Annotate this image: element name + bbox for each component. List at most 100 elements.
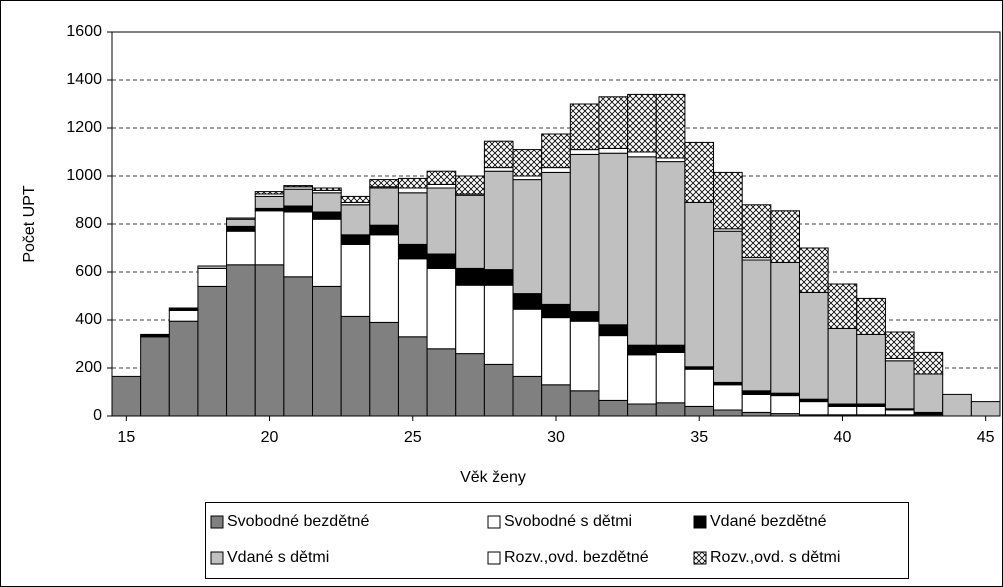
bar-segment — [226, 225, 256, 232]
bar-segment — [770, 261, 800, 394]
bar-segment — [741, 259, 772, 392]
bar-segment — [627, 344, 657, 356]
bar-segment — [512, 293, 543, 310]
bar-segment — [569, 153, 600, 313]
bar-segment — [741, 204, 772, 259]
bar-segment — [569, 320, 600, 392]
bar-segment — [140, 336, 170, 417]
bar-segment — [598, 399, 629, 417]
bar-segment — [312, 211, 342, 220]
bar-segment — [283, 276, 314, 417]
bar-segment — [483, 363, 514, 417]
bar-segment — [512, 375, 543, 417]
legend-swatch — [693, 515, 707, 529]
bar-segment — [340, 195, 371, 203]
bar-segment — [512, 308, 543, 377]
legend — [205, 502, 909, 579]
legend-swatch — [210, 515, 224, 529]
bar-segment — [426, 348, 457, 417]
bar-segment — [426, 187, 457, 255]
y-tick-label: 1400 — [66, 71, 102, 88]
bar-segment — [312, 187, 342, 191]
bar-segment — [684, 405, 715, 417]
bar-segment — [569, 390, 600, 417]
bar-segment — [340, 315, 371, 417]
bar-segment — [455, 194, 485, 269]
y-tick-label: 200 — [75, 359, 102, 376]
bar-segment — [655, 157, 686, 163]
bar-segment — [598, 324, 629, 337]
bar-segment — [627, 93, 657, 153]
bar-segment — [741, 411, 772, 417]
bar-segment — [312, 192, 342, 213]
bar-segment — [541, 384, 571, 417]
bar-segment — [684, 201, 715, 368]
legend-label: Vdané bezdětné — [710, 513, 827, 530]
bar-segment — [397, 177, 428, 189]
bar-segment — [226, 218, 256, 227]
bar-segment — [627, 151, 657, 158]
bar-segment — [111, 375, 142, 417]
bar-segment — [340, 234, 371, 245]
bar-segment — [483, 170, 514, 271]
bar-segment — [340, 243, 371, 317]
y-axis-label: Počet UPT — [21, 185, 38, 263]
y-tick-label: 600 — [75, 263, 102, 280]
bar-segment — [197, 285, 228, 417]
bar-segment — [140, 333, 170, 338]
bar-segment — [283, 188, 314, 207]
bar-segment — [541, 133, 571, 169]
bar-segment — [684, 141, 715, 203]
bar-segment — [512, 149, 543, 177]
bar-segment — [741, 390, 772, 395]
bar-segment — [942, 393, 972, 417]
legend-label: Rozv.,ovd. s dětmi — [710, 549, 840, 566]
x-tick-label: 15 — [117, 429, 135, 446]
y-tick-label: 1600 — [66, 23, 102, 40]
bar-segment — [426, 170, 457, 185]
x-tick-label: 45 — [977, 429, 995, 446]
bar-segment — [254, 191, 285, 195]
legend-label: Vdané s dětmi — [227, 549, 329, 566]
bar-segment — [340, 204, 371, 236]
bar-segment — [598, 147, 629, 154]
bar-segment — [483, 284, 514, 365]
bar-segment — [827, 283, 858, 329]
x-tick-label: 35 — [690, 429, 708, 446]
bar-segment — [713, 230, 743, 383]
bar-segment — [312, 218, 342, 287]
bar-segment — [598, 96, 629, 149]
bar-segment — [483, 140, 514, 169]
bar-segment — [483, 167, 514, 172]
bar-segment — [913, 351, 944, 375]
bar-segment — [827, 327, 858, 405]
x-tick-label: 40 — [834, 429, 852, 446]
bar-segment — [397, 187, 428, 194]
bar-segment — [226, 264, 256, 417]
y-tick-label: 400 — [75, 311, 102, 328]
bar-segment — [684, 368, 715, 407]
bar-segment — [254, 210, 285, 266]
y-tick-label: 1000 — [66, 167, 102, 184]
bar-segment — [655, 344, 686, 353]
bar-segment — [426, 267, 457, 350]
bar-segment — [569, 103, 600, 151]
bar-segment — [283, 205, 314, 213]
legend-label: Svobodné s dětmi — [504, 513, 632, 530]
bar-segment — [627, 354, 657, 405]
legend-swatch — [487, 551, 501, 565]
x-tick-label: 20 — [261, 429, 279, 446]
bar-segment — [713, 171, 743, 230]
bar-segment — [741, 393, 772, 413]
bar-segment — [397, 243, 428, 260]
bar-segment — [197, 267, 228, 287]
bar-segment — [254, 195, 285, 209]
bar-segment — [856, 333, 886, 405]
bar-segment — [168, 307, 199, 311]
bar-segment — [455, 175, 485, 195]
bar-segment — [884, 360, 915, 410]
bar-segment — [655, 161, 686, 346]
bar-segment — [369, 224, 399, 236]
bar-segment — [541, 317, 571, 386]
